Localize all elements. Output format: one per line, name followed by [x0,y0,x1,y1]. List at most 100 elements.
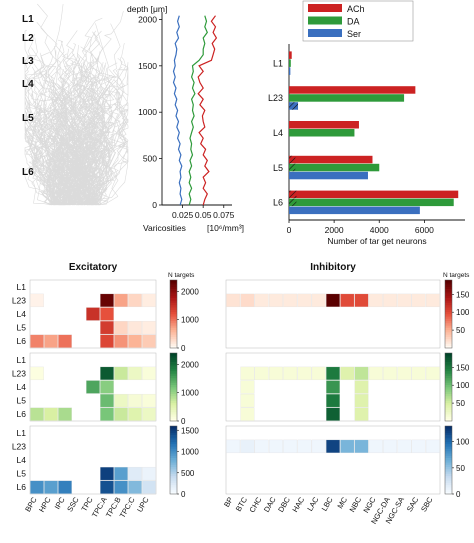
inh-colorbar-step [445,375,452,379]
exc-colorbar-step [170,282,177,285]
bar-category-label: L23 [268,93,283,103]
exc-colorbar-step [170,426,177,429]
bar-hatch-l5 [289,155,296,164]
exc-cell-ach [86,307,100,321]
inh-colorbar-step [445,336,452,340]
inh-colorbar-step [445,475,452,479]
exc-colorbar-tick-label: 500 [181,469,195,478]
inh-cell-ach [240,293,255,308]
bar-l4-da [289,129,355,137]
inh-cell-da [240,380,255,394]
bar-category-label: L6 [273,198,283,208]
exc-cell-da [44,407,58,421]
exc-row-label: L5 [17,323,27,333]
inh-colorbar-step [445,300,452,303]
layer-label-l3: L3 [22,56,34,67]
exc-cell-da [128,366,142,381]
exc-colorbar-step [170,323,177,326]
exc-colorbar-step [170,309,177,313]
inh-colorbar-step [445,437,452,440]
exc-colorbar-step [170,332,177,335]
exc-colorbar-step [170,448,177,452]
inh-colorbar-step [445,444,452,447]
exc-cell-ach [30,293,44,308]
exc-cell-da [86,380,100,394]
y-tick-label: 1500 [138,61,157,71]
inh-colorbar-tick-label: 50 [456,464,465,473]
exc-cell-ser [114,466,128,481]
exc-column-label: SSC [65,495,81,513]
inh-colorbar-step [445,469,452,472]
y-tick-label: 2000 [138,14,157,24]
inh-colorbar-step [445,384,452,388]
exc-colorbar-tick-label: 1500 [181,426,199,435]
inh-colorbar-frame [444,352,453,422]
inh-column-label: DBC [276,495,292,514]
exc-cell-ach [128,320,142,335]
x-tick-label: 0.075 [213,210,235,220]
inh-cell-ser [226,439,241,454]
inh-colorbar-step [445,407,452,410]
exc-row-label: L1 [17,428,27,438]
exc-colorbar-label: N targets [168,272,195,279]
inh-colorbar-step [445,364,452,367]
exc-colorbar-step [170,455,177,459]
inh-colorbar-step [445,355,452,358]
exc-colorbar-step [170,482,177,486]
inh-colorbar-tick-label: 150 [456,290,470,299]
inh-colorbar-step [445,484,452,488]
exc-colorbar-step [170,391,177,395]
inh-colorbar-step [445,345,452,349]
exc-row-label: L4 [17,309,27,319]
exc-cell-ser [114,480,128,494]
exc-row-label: L4 [17,382,27,392]
exc-colorbar-step [170,435,177,438]
exc-colorbar-step [170,457,177,461]
legend-swatch-ser [308,29,342,37]
bar-x-tick-label: 0 [287,225,292,235]
inh-colorbar-frame [444,425,453,495]
exc-colorbar-tick-label: 1000 [181,448,199,457]
exc-colorbar-step [170,334,177,337]
inh-column-label: SAC [405,495,421,513]
inh-cell-ser [368,439,383,454]
bar-hatch-l5 [289,163,296,172]
inh-cell-ach [254,293,269,308]
exc-colorbar-step [170,462,177,465]
exc-cell-da [114,407,128,421]
inh-cell-ser [240,439,255,454]
inh-cell-ach [311,293,326,308]
inh-colorbar-step [445,338,452,342]
exc-row-label: L4 [17,455,27,465]
layer-labels: L1 L2 L3 L4 L5 L6 [22,14,34,178]
inh-colorbar-step [445,448,452,452]
inh-colorbar-step [445,295,452,299]
exc-colorbar-step [170,453,177,456]
inh-colorbar-step [445,464,452,468]
inh-colorbar-step [445,478,452,481]
exc-colorbar-step [170,446,177,449]
inh-colorbar-step [445,446,452,449]
exc-colorbar-step [170,295,177,299]
inh-colorbar-tick-label: 100 [456,308,470,317]
inh-colorbar-step [445,293,452,297]
legend-label-ser: Ser [347,29,361,39]
inh-panel-frame-ser [225,425,441,495]
neuron-morphology-panel [24,3,129,206]
exc-colorbar-step [170,478,177,481]
exc-colorbar-step [170,327,177,331]
inh-colorbar-step [445,382,452,386]
inh-colorbar-step [445,453,452,456]
inh-colorbar-step [445,304,452,308]
inh-cell-ser [425,439,440,454]
exc-colorbar-step [170,480,177,483]
inh-colorbar-tick-label: 50 [456,399,465,408]
inh-colorbar-step [445,307,452,310]
inh-cell-da [240,407,255,421]
inh-colorbar-step [445,471,452,474]
exc-cell-ser [142,466,156,481]
inh-cell-ser [354,439,369,454]
exc-colorbar-tick-label: 0 [181,490,186,499]
inh-cell-da [354,380,369,394]
